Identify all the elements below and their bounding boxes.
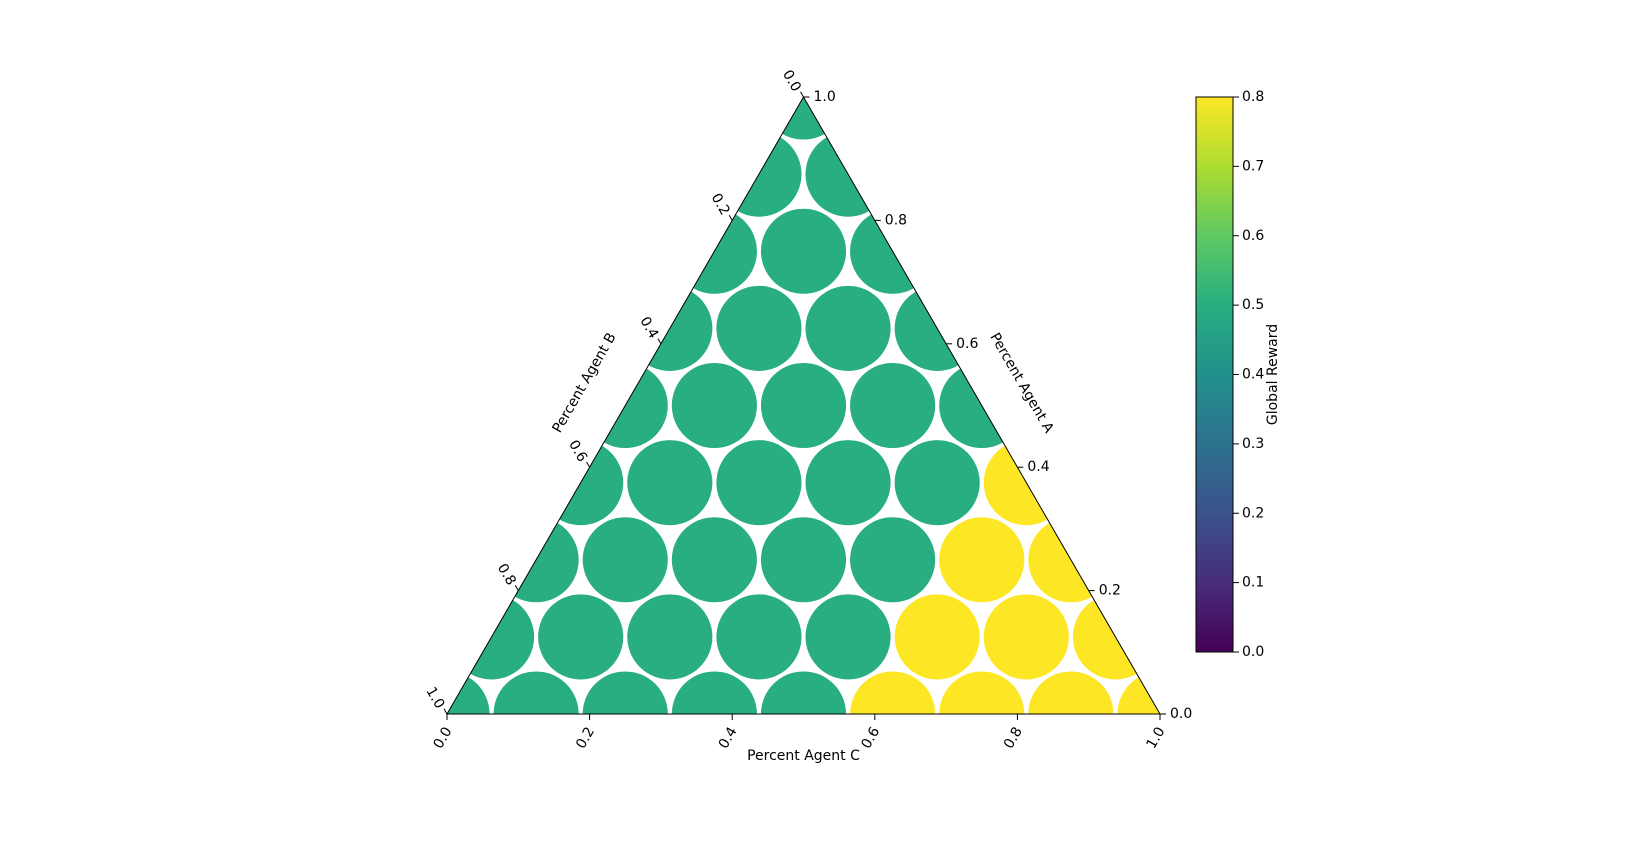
data-points-layer [404,54,1202,756]
colorbar-tick-label: 0.5 [1242,297,1264,313]
axis-b-tick [658,339,661,344]
colorbar-ticks: 0.0 0.1 0.2 0.3 0.4 0.5 0.6 0.7 0.8 [1233,89,1264,660]
axis-c-tick-label: 0.4 [716,724,741,751]
colorbar-tick-label: 0.4 [1242,367,1264,383]
data-point [895,594,980,679]
data-point [716,286,801,371]
axis-b-tick-label: 0.4 [636,314,661,341]
data-point [583,517,668,602]
data-point [716,440,801,525]
colorbar-tick-label: 0.6 [1242,228,1264,244]
axis-b-tick [801,92,804,97]
axis-label-c: Percent Agent C [747,748,860,764]
axis-b-tick-label: 0.2 [708,191,733,218]
axis-a-tick-label: 0.8 [885,212,907,228]
axis-a-tick-label: 0.4 [1027,459,1049,475]
axis-b-tick [729,215,732,220]
colorbar-tick-label: 0.7 [1242,158,1264,174]
colorbar: 0.0 0.1 0.2 0.3 0.4 0.5 0.6 0.7 0.8 Global Rewar… [1196,89,1281,660]
colorbar-label: Global Reward [1265,324,1281,425]
colorbar-tick-label: 0.0 [1242,644,1264,660]
data-point [939,517,1024,602]
colorbar-tick-label: 0.8 [1242,89,1264,105]
axis-a-tick-label: 0.2 [1099,583,1121,599]
data-point [538,594,623,679]
axis-b-tick-label: 0.8 [494,561,519,588]
axis-b-tick-label: 0.0 [779,67,804,94]
colorbar-tick-label: 0.1 [1242,575,1264,591]
data-point [672,363,757,448]
axis-label-b: Percent Agent B [549,330,619,436]
axis-a-tick-label: 1.0 [814,89,836,105]
data-point [627,440,712,525]
data-point [806,594,891,679]
axis-b-tick [444,709,447,714]
axis-b-tick-label: 0.6 [565,438,590,465]
data-point [806,440,891,525]
data-point [761,517,846,602]
colorbar-tick-label: 0.2 [1242,505,1264,521]
data-point [716,594,801,679]
data-point [672,517,757,602]
axis-c-tick-label: 0.6 [858,724,883,751]
data-point [761,363,846,448]
axis-c-tick-label: 0.2 [573,724,598,751]
data-point [850,363,935,448]
colorbar-tick-label: 0.3 [1242,436,1264,452]
data-point [806,286,891,371]
data-point [627,594,712,679]
data-point [895,440,980,525]
axis-b-tick-label: 1.0 [423,684,448,711]
colorbar-gradient [1196,97,1233,652]
axis-c-tick-label: 0.0 [431,724,456,751]
axis-a-tick-label: 0.0 [1170,706,1192,722]
axis-b-tick [515,585,518,590]
data-point [850,517,935,602]
axis-c-tick-label: 0.8 [1001,724,1026,751]
axis-a-tick-label: 0.6 [956,336,978,352]
axis-label-a: Percent Agent A [986,330,1056,436]
data-point [984,594,1069,679]
axis-c-tick-label: 1.0 [1144,724,1169,751]
axis-b-tick [587,462,590,467]
data-point [761,209,846,294]
